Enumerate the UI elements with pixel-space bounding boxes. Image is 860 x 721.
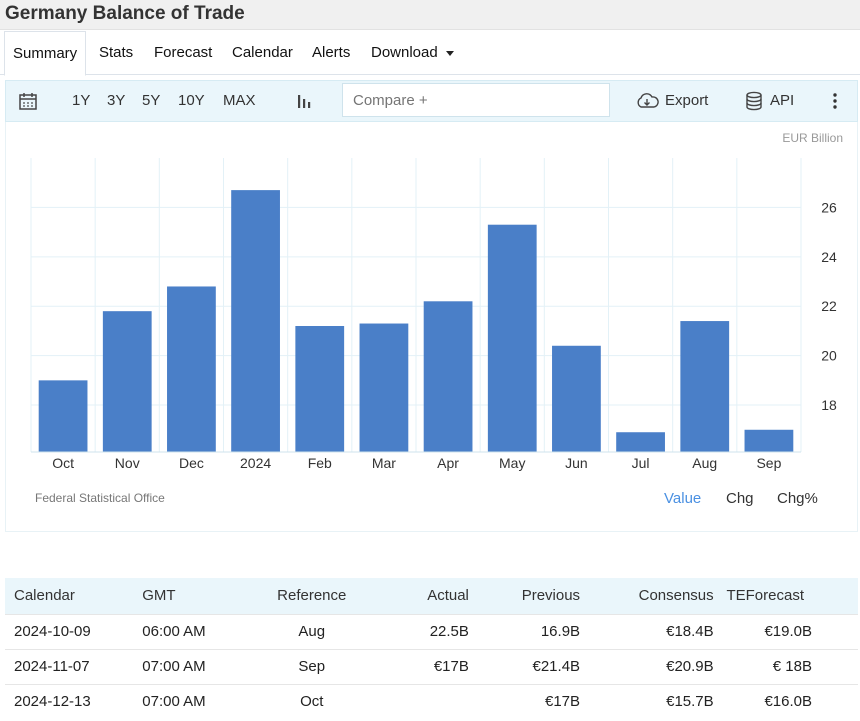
tab-download[interactable]: Download <box>371 31 454 75</box>
calendar-header-row: Calendar GMT Reference Actual Previous C… <box>5 578 858 614</box>
col-gmt: GMT <box>142 587 176 605</box>
table-cell: Oct <box>254 683 370 719</box>
table-cell: 2024-11-07 <box>5 648 134 684</box>
tab-forecast[interactable]: Forecast <box>154 44 213 61</box>
bar <box>102 311 152 452</box>
y-tick-label: 18 <box>821 397 837 413</box>
col-consensus: Consensus <box>638 587 714 605</box>
x-tick-label: Apr <box>437 455 459 471</box>
bar <box>167 286 216 452</box>
col-actual: Actual <box>427 587 469 605</box>
table-cell: €21.4B <box>468 648 581 684</box>
caret-down-icon <box>445 50 454 56</box>
x-tick-label: Feb <box>308 455 332 471</box>
table-cell: 07:00 AM <box>133 683 255 719</box>
tab-download-label: Download <box>371 44 438 61</box>
chart-panel: EUR Billion 18 20 22 24 26 Oct Nov Dec 2024 Feb Ma… <box>5 122 858 532</box>
table-cell: 2024-12-13 <box>5 683 134 719</box>
bar <box>295 326 345 452</box>
table-cell: €18.4B <box>580 613 714 649</box>
x-tick-label: May <box>499 455 525 471</box>
mode-chg-pct-button[interactable]: Chg% <box>777 490 818 507</box>
y-tick-label: 26 <box>821 199 837 215</box>
bar <box>359 323 409 452</box>
table-cell: 22.5B <box>369 613 469 649</box>
table-cell: €15.7B <box>580 683 714 719</box>
table-cell: 06:00 AM <box>133 613 255 649</box>
range-3y-button[interactable]: 3Y <box>107 92 126 109</box>
bar <box>423 301 473 452</box>
bar-chart: 18 20 22 24 26 Oct Nov Dec 2024 Feb Mar Apr May Jun Ju… <box>30 158 837 471</box>
x-tick-label: Jul <box>632 455 650 471</box>
table-row: 2024-10-09 06:00 AM Aug 22.5B 16.9B €18.… <box>5 613 858 649</box>
table-cell: 07:00 AM <box>133 648 255 684</box>
export-button[interactable]: Export <box>635 81 708 121</box>
bar <box>616 432 665 452</box>
calendar-table: Calendar GMT Reference Actual Previous C… <box>5 578 858 719</box>
tab-stats[interactable]: Stats <box>99 44 134 61</box>
bar <box>487 224 537 452</box>
range-5y-button[interactable]: 5Y <box>142 92 161 109</box>
chart-type-icon[interactable] <box>296 81 314 121</box>
compare-input[interactable] <box>342 83 610 117</box>
x-tick-label: Aug <box>692 455 717 471</box>
tab-alerts[interactable]: Alerts <box>312 44 351 61</box>
page-title: Germany Balance of Trade <box>0 0 860 30</box>
source-label: Federal Statistical Office <box>35 491 165 505</box>
export-label: Export <box>665 92 709 109</box>
bar <box>744 429 794 452</box>
table-cell: €16.0B <box>713 683 858 719</box>
bar <box>38 380 88 452</box>
col-teforecast: TEForecast <box>726 587 804 605</box>
unit-label: EUR Billion <box>782 131 843 145</box>
table-cell: €17B <box>468 683 581 719</box>
x-tick-label: Mar <box>372 455 396 471</box>
x-tick-label: Sep <box>756 455 781 471</box>
table-row: 2024-12-13 07:00 AM Oct €17B €15.7B €16.… <box>5 683 858 719</box>
range-10y-button[interactable]: 10Y <box>178 92 205 109</box>
tab-calendar[interactable]: Calendar <box>232 44 293 61</box>
tab-summary[interactable]: Summary <box>4 31 87 76</box>
col-calendar: Calendar <box>14 587 75 605</box>
y-tick-label: 20 <box>821 348 837 364</box>
tab-bar: Summary Stats Forecast Calendar Alerts D… <box>0 31 860 76</box>
table-cell: Aug <box>254 613 370 649</box>
range-1y-button[interactable]: 1Y <box>72 92 91 109</box>
mode-value-button[interactable]: Value <box>664 490 702 507</box>
x-tick-label: Dec <box>179 455 204 471</box>
y-tick-label: 22 <box>821 298 837 314</box>
table-cell: 2024-10-09 <box>5 613 134 649</box>
api-label: API <box>770 92 795 109</box>
table-cell: €19.0B <box>713 613 858 649</box>
chart-toolbar: 1Y 3Y 5Y 10Y MAX Export API <box>5 80 858 122</box>
x-tick-label: 2024 <box>240 455 271 471</box>
col-reference: Reference <box>277 587 347 605</box>
table-cell: €20.9B <box>580 648 714 684</box>
bar <box>231 190 280 452</box>
table-cell: 16.9B <box>468 613 581 649</box>
api-button[interactable]: API <box>745 81 794 121</box>
table-cell: Sep <box>254 648 370 684</box>
range-max-button[interactable]: MAX <box>223 92 256 109</box>
table-row: 2024-11-07 07:00 AM Sep €17B €21.4B €20.… <box>5 648 858 684</box>
table-cell: €17B <box>369 648 469 684</box>
x-tick-label: Oct <box>52 455 74 471</box>
x-tick-label: Nov <box>115 455 140 471</box>
table-cell <box>369 683 469 719</box>
mode-chg-button[interactable]: Chg <box>726 490 754 507</box>
calendar-icon[interactable] <box>18 81 38 121</box>
x-tick-label: Jun <box>565 455 588 471</box>
more-options-icon[interactable] <box>832 81 838 121</box>
bar <box>680 321 730 452</box>
bar <box>552 345 601 452</box>
table-cell: € 18B <box>713 648 858 684</box>
col-previous: Previous <box>521 587 581 605</box>
y-tick-label: 24 <box>821 249 837 265</box>
